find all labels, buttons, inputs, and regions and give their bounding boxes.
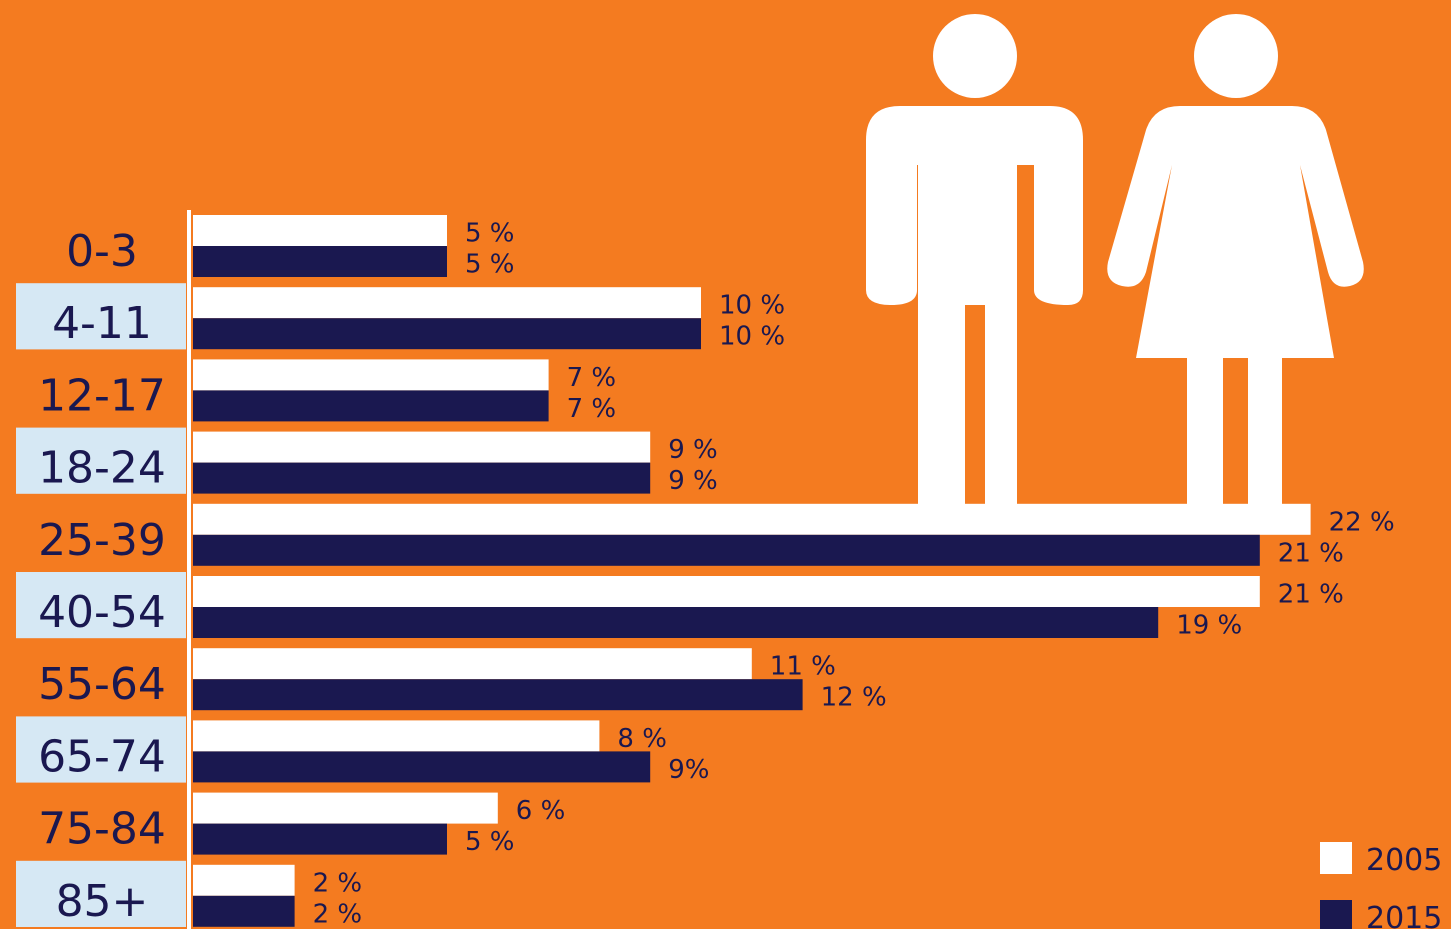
category-label-bands [16,283,186,927]
value-label-2005-12-17: 7 % [567,363,617,393]
legend-swatch-2015 [1320,900,1352,929]
label-band [16,427,186,494]
value-label-2005-85+: 2 % [313,868,363,898]
legend: 2005 2015 [1320,842,1442,929]
bar-2005-65-74 [193,720,600,752]
category-axis [187,210,191,929]
value-label-2015-55-64: 12 % [821,683,887,713]
value-label-2005-18-24: 9 % [668,435,718,465]
bar-2015-4-11 [193,318,701,350]
bar-2015-25-39 [193,534,1260,566]
value-label-2005-75-84: 6 % [516,796,566,826]
label-band [16,716,186,783]
value-label-2005-0-3: 5 % [465,219,515,249]
label-band [16,860,186,927]
category-label-40-54: 40-54 [38,587,166,638]
value-label-2015-25-39: 21 % [1278,538,1344,568]
man-body [866,106,1083,505]
man-head [933,14,1017,98]
value-label-2015-4-11: 10 % [719,322,785,352]
legend-label-2015: 2015 [1366,901,1442,929]
bar-2005-18-24 [193,431,651,463]
bar-2015-18-24 [193,462,651,494]
bar-2015-75-84 [193,823,447,855]
category-label-25-39: 25-39 [38,515,166,566]
bar-2005-25-39 [193,503,1311,535]
bar-2005-4-11 [193,287,701,319]
category-label-85+: 85+ [56,876,149,927]
bar-2015-0-3 [193,246,447,277]
category-label-0-3: 0-3 [66,226,138,277]
bar-2005-55-64 [193,648,752,680]
label-band [16,572,186,639]
value-label-2015-85+: 2 % [313,899,363,929]
value-label-2005-65-74: 8 % [617,724,667,754]
legend-label-2005: 2005 [1366,843,1442,878]
woman-head [1194,14,1278,98]
label-band [16,283,186,350]
bar-2005-40-54 [193,576,1260,607]
woman-body [1107,106,1364,505]
value-label-2015-40-54: 19 % [1176,611,1242,641]
value-label-2005-40-54: 21 % [1278,580,1344,610]
category-label-65-74: 65-74 [38,731,166,782]
category-label-12-17: 12-17 [38,370,166,421]
category-axis-line [187,210,191,929]
value-labels: 5 %5 %10 %10 %7 %7 %9 %9 %22 %21 %21 %19… [313,219,1395,929]
bar-2005-75-84 [193,792,498,824]
category-labels: 0-3 4-11 12-17 18-24 25-39 40-54 55-64 65-74 75-… [38,226,166,927]
bar-2005-85+ [193,864,295,896]
legend-swatch-2005 [1320,842,1352,874]
category-label-18-24: 18-24 [38,443,166,494]
value-label-2015-0-3: 5 % [465,250,515,280]
value-label-2005-25-39: 22 % [1329,507,1395,537]
bar-2015-55-64 [193,679,803,711]
pictograms [866,14,1364,505]
bar-2005-12-17 [193,359,549,391]
woman-pictogram-icon [1107,14,1364,505]
value-label-2015-75-84: 5 % [465,827,515,857]
value-label-2015-18-24: 9 % [668,466,718,496]
bar-2015-40-54 [193,607,1159,638]
category-label-4-11: 4-11 [52,298,152,349]
value-label-2015-65-74: 9% [668,755,709,785]
bars [193,215,1311,927]
man-pictogram-icon [866,14,1083,505]
value-label-2015-12-17: 7 % [567,394,617,424]
bar-2005-0-3 [193,215,447,246]
bar-2015-12-17 [193,390,549,422]
category-label-55-64: 55-64 [38,659,166,710]
category-label-75-84: 75-84 [38,804,166,855]
value-label-2005-55-64: 11 % [770,652,836,682]
bar-2015-85+ [193,895,295,927]
value-label-2005-4-11: 10 % [719,291,785,321]
bar-2015-65-74 [193,751,651,783]
